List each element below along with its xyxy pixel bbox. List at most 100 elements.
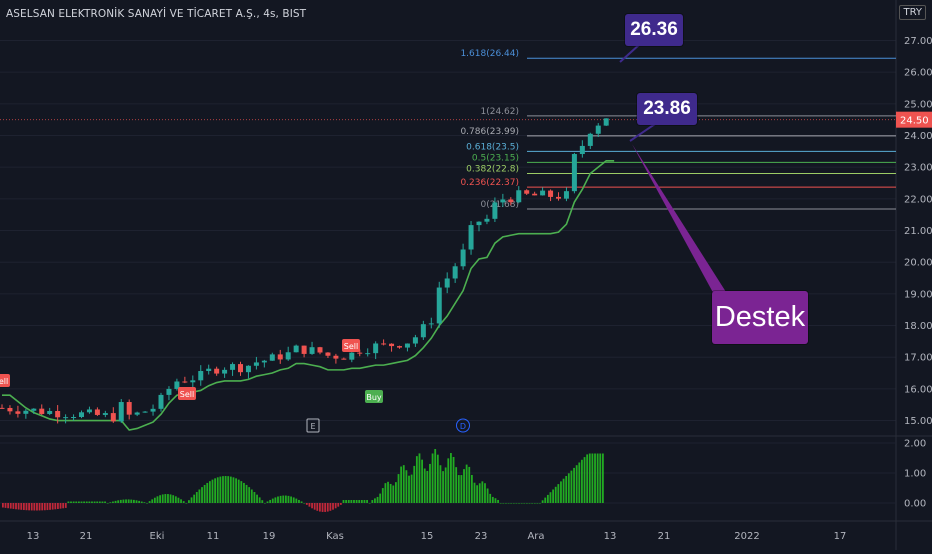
candle-body <box>31 408 37 411</box>
oscillator-bar <box>316 503 319 511</box>
time-tick-label: 19 <box>263 531 276 542</box>
oscillator-bar <box>9 503 12 509</box>
oscillator-bar <box>486 488 489 503</box>
oscillator-bar <box>533 503 536 504</box>
oscillator-bar <box>326 503 329 512</box>
oscillator-bar <box>465 464 468 503</box>
oscillator-bar <box>91 501 93 503</box>
fibonacci-retracement[interactable]: 1.618(26.44) 1(24.62) 0.786(23.99) 0.618(23… <box>460 49 896 210</box>
oscillator-bar <box>436 454 439 503</box>
candle-body <box>86 409 92 413</box>
candle-body <box>166 388 172 395</box>
time-tick-label: Ara <box>527 531 544 542</box>
time-tick-label: 13 <box>604 531 617 542</box>
oscillator-bar <box>85 501 88 503</box>
oscillator-bar <box>452 456 455 503</box>
candle-body <box>595 125 601 134</box>
oscillator-histogram <box>2 449 604 512</box>
oscillator-bar <box>594 453 596 503</box>
last-price-badge <box>896 111 932 128</box>
osc-tick-label: 2.00 <box>904 439 926 450</box>
oscillator-bar <box>49 503 51 510</box>
candle-body <box>230 364 236 370</box>
oscillator-bar <box>62 503 65 509</box>
oscillator-bar <box>256 494 258 503</box>
callout-support-23-86[interactable]: 23.86 <box>637 93 697 125</box>
price-tick-label: 15.00 <box>904 416 932 427</box>
oscillator-bar <box>434 449 437 503</box>
oscillator-bar <box>400 466 403 503</box>
oscillator-bar <box>148 501 151 503</box>
oscillator-bar <box>151 499 154 503</box>
sell-signal-badge <box>178 387 196 400</box>
oscillator-bar <box>153 497 156 503</box>
currency-badge[interactable]: TRY <box>899 5 926 20</box>
oscillator-bar <box>324 503 327 512</box>
time-tick-label: 21 <box>658 531 671 542</box>
time-tick-label: 11 <box>207 531 220 542</box>
price-axis[interactable]: 15.00 16.00 17.00 18.00 19.00 20.00 21.00 22.00… <box>896 36 932 510</box>
oscillator-bar <box>303 503 306 504</box>
oscillator-bar <box>143 502 146 503</box>
price-tick-label: 17.00 <box>904 353 932 364</box>
candle-body <box>238 364 243 373</box>
oscillator-bar <box>208 481 211 503</box>
oscillator-bar <box>339 503 342 505</box>
time-tick-label: Kas <box>326 531 344 542</box>
oscillator-bar <box>15 503 17 510</box>
oscillator-bar <box>305 503 308 505</box>
candle-body <box>150 408 156 412</box>
oscillator-bar <box>442 471 444 503</box>
oscillator-bar <box>117 500 120 503</box>
oscillator-bar <box>227 476 230 503</box>
oscillator-bar <box>201 487 203 503</box>
event-marker-label: D <box>460 422 466 431</box>
fib-level-label: 1.618(26.44) <box>460 49 519 59</box>
oscillator-bar <box>358 500 361 503</box>
price-tick-label: 21.00 <box>904 226 932 237</box>
oscillator-bar <box>193 494 196 503</box>
candle-body <box>516 190 522 203</box>
oscillator-bar <box>54 503 57 510</box>
price-tick-label: 19.00 <box>904 289 932 300</box>
candle-body <box>571 154 577 192</box>
oscillator-bar <box>41 503 44 511</box>
oscillator-bar <box>355 500 358 503</box>
event-marker-label: E <box>310 422 315 431</box>
oscillator-bar <box>211 479 214 503</box>
oscillator-bar <box>261 500 264 503</box>
time-axis[interactable]: 13 21 Eki 11 19 Kas 15 23 Ara 13 21 2022 17 <box>27 531 847 542</box>
oscillator-bar <box>67 501 70 503</box>
candle-body <box>333 355 339 359</box>
oscillator-bar <box>70 501 72 503</box>
oscillator-bar <box>216 477 219 503</box>
oscillator-bar <box>12 503 15 509</box>
candle-body <box>39 408 45 414</box>
candle-body <box>158 394 164 409</box>
oscillator-bar <box>167 494 169 503</box>
oscillator-bar <box>528 503 531 504</box>
oscillator-bar <box>264 503 266 504</box>
fib-level-label: 0.382(22.8) <box>466 165 519 175</box>
price-tick-label: 22.00 <box>904 194 932 205</box>
candle-body <box>357 352 363 354</box>
candle-body <box>190 380 196 383</box>
fib-level-label: 1(24.62) <box>480 107 519 117</box>
oscillator-bar <box>408 475 410 503</box>
candle-body <box>102 413 108 415</box>
callout-destek[interactable]: Destek <box>712 291 808 344</box>
oscillator-bar <box>413 465 416 503</box>
oscillator-bar <box>439 465 442 503</box>
oscillator-bar <box>447 458 450 503</box>
callout-target-26-36[interactable]: 26.36 <box>625 14 683 46</box>
earnings-marker-frame <box>306 418 320 433</box>
time-tick-label: 21 <box>80 531 93 542</box>
time-tick-label: 13 <box>27 531 40 542</box>
time-tick-label: 23 <box>475 531 488 542</box>
candle-body <box>349 352 355 360</box>
sell-signal-label: Sell <box>344 342 358 351</box>
candle-body <box>563 191 569 199</box>
oscillator-bar <box>478 483 481 503</box>
